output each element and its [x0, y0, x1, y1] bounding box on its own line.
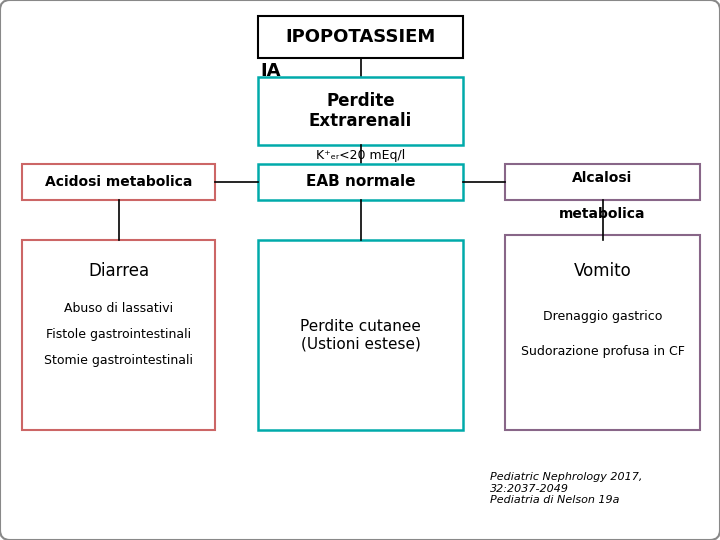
Text: Perdite cutanee
(Ustioni estese): Perdite cutanee (Ustioni estese)	[300, 319, 421, 351]
Text: metabolica: metabolica	[559, 207, 646, 221]
Bar	[258, 164, 463, 200]
Text: Stomie gastrointestinali: Stomie gastrointestinali	[44, 354, 193, 367]
Bar	[22, 164, 215, 200]
Text: Fistole gastrointestinali: Fistole gastrointestinali	[46, 328, 191, 341]
Text: IPOPOTASSIEM: IPOPOTASSIEM	[285, 28, 436, 46]
Text: Sudorazione profusa in CF: Sudorazione profusa in CF	[521, 345, 685, 358]
Bar	[258, 16, 463, 58]
Bar	[505, 235, 700, 430]
Text: EAB normale: EAB normale	[306, 174, 415, 190]
Bar	[505, 164, 700, 200]
Text: IA: IA	[260, 62, 281, 80]
Text: Acidosi metabolica: Acidosi metabolica	[45, 175, 192, 189]
Text: Diarrea: Diarrea	[88, 262, 149, 280]
Bar	[258, 77, 463, 145]
Text: K⁺ₑᵣ<20 mEq/l: K⁺ₑᵣ<20 mEq/l	[316, 150, 405, 163]
Bar	[258, 240, 463, 430]
Text: Vomito: Vomito	[574, 262, 631, 280]
Text: Perdite
Extrarenali: Perdite Extrarenali	[309, 92, 412, 130]
Bar	[22, 240, 215, 430]
Text: Drenaggio gastrico: Drenaggio gastrico	[543, 310, 662, 323]
Text: Abuso di lassativi: Abuso di lassativi	[64, 302, 173, 315]
Text: Alcalosi: Alcalosi	[572, 171, 633, 185]
Text: Pediatric Nephrology 2017,
32:2037-2049
Pediatria di Nelson 19a: Pediatric Nephrology 2017, 32:2037-2049 …	[490, 472, 642, 505]
